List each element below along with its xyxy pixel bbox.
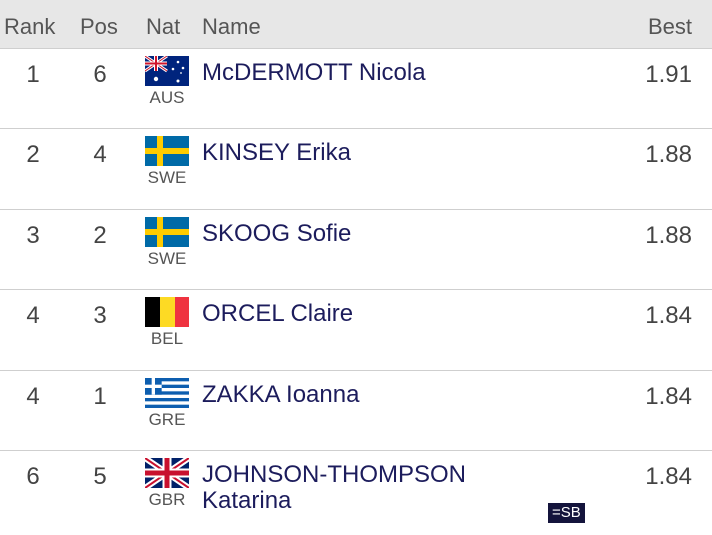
rank: 6 <box>26 463 40 490</box>
flag <box>145 136 189 166</box>
table-row: 4 1 GRE ZAKKA Ioanna 1.84 <box>0 370 712 451</box>
rank: 2 <box>26 141 40 168</box>
flag <box>145 378 189 408</box>
best-mark: 1.84 <box>645 463 692 490</box>
header-cell: Rank <box>4 14 56 39</box>
rank: 1 <box>26 61 40 88</box>
best-mark: 1.88 <box>645 141 692 168</box>
header-cell: Pos <box>80 14 118 39</box>
athlete-name: ORCEL Claire <box>202 300 354 327</box>
nat-code: BEL <box>150 329 184 348</box>
best-mark: 1.84 <box>645 302 692 329</box>
header-cell: Nat <box>146 14 181 39</box>
table-row: 4 3 BEL ORCEL Claire 1.84 <box>0 289 712 370</box>
nat-code: SWE <box>147 249 187 268</box>
athlete-name: SKOOG Sofie <box>202 220 352 247</box>
header-cell: Best <box>647 14 692 39</box>
pos: 3 <box>93 302 107 329</box>
nat-code: SWE <box>147 168 187 187</box>
athlete-name: ZAKKA Ioanna <box>202 381 360 408</box>
pos: 1 <box>93 383 107 410</box>
rank: 4 <box>26 302 40 329</box>
header-cell: Name <box>202 14 261 39</box>
flag <box>145 56 189 86</box>
best-mark: 1.88 <box>645 222 692 249</box>
pos: 5 <box>93 463 107 490</box>
table-row: 6 5 GBR JOHNSON-THOMPSON Katarina 1.84 =… <box>0 450 712 535</box>
pos: 4 <box>93 141 107 168</box>
nat-code: GBR <box>148 490 186 509</box>
pos: 2 <box>93 222 107 249</box>
rank: 4 <box>26 383 40 410</box>
athlete-name: McDERMOTT Nicola <box>202 59 426 86</box>
table-row: 3 2 SWE SKOOG Sofie 1.88 <box>0 209 712 290</box>
flag <box>145 297 189 327</box>
pos: 6 <box>93 61 107 88</box>
nat-code: GRE <box>148 410 186 429</box>
record-badge: =SB <box>548 503 585 523</box>
athlete-name: JOHNSON-THOMPSON Katarina <box>202 461 466 514</box>
rank: 3 <box>26 222 40 249</box>
nat-code: AUS <box>149 88 185 107</box>
table-header: Rank Pos Nat Name Best <box>0 0 712 48</box>
table-row: 1 6 AUS McDERMOTT Nicola 1.91 <box>0 48 712 129</box>
flag <box>145 458 189 488</box>
best-mark: 1.91 <box>645 61 692 88</box>
best-mark: 1.84 <box>645 383 692 410</box>
flag <box>145 217 189 247</box>
table-row: 2 4 SWE KINSEY Erika 1.88 <box>0 128 712 209</box>
athlete-name: KINSEY Erika <box>202 139 351 166</box>
